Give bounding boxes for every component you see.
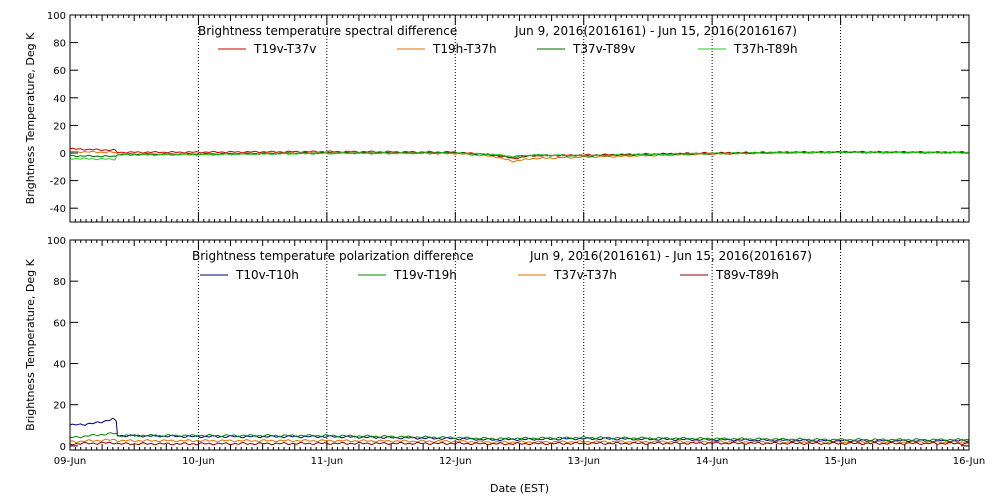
chart-date-range: Jun 9, 2016(2016161) - Jun 15, 2016(2016… [529, 249, 812, 263]
y-tick-label: 60 [53, 318, 66, 329]
legend-label: T19h-T37h [432, 42, 497, 56]
y-tick-label: -40 [50, 204, 66, 215]
x-tick-label: 13-Jun [567, 456, 600, 467]
x-tick-label: 12-Jun [439, 456, 472, 467]
chart-date-range: Jun 9, 2016(2016161) - Jun 15, 2016(2016… [514, 24, 797, 38]
plot-frame [69, 239, 970, 451]
plot-frame [69, 14, 970, 223]
y-tick-label: 40 [53, 94, 66, 105]
legend-label: T10v-T10h [235, 268, 299, 282]
legend-label: T19v-T37v [253, 42, 316, 56]
series-line-T37h-T89h [69, 151, 970, 161]
x-tick-label: 16-Jun [953, 456, 986, 467]
y-tick-label: 100 [47, 236, 66, 247]
y-tick-label: 20 [53, 121, 66, 132]
x-axis-title: Date (EST) [490, 482, 549, 495]
chart-title: Brightness temperature spectral differen… [198, 24, 457, 38]
legend-label: T37h-T89h [733, 42, 798, 56]
y-tick-label: 40 [53, 360, 66, 371]
y-axis-title: Brightness Temperature, Deg K [24, 258, 37, 430]
x-tick-label: 15-Jun [824, 456, 857, 467]
y-tick-label: 60 [53, 66, 66, 77]
panel-spectral: -40 -20 0 20 40 60 80 100 Brightness temperature… [24, 11, 970, 223]
y-tick-label: 0 [60, 442, 66, 453]
x-tick-label: 10-Jun [182, 456, 215, 467]
y-tick-label: 80 [53, 39, 66, 50]
y-tick-label: 20 [53, 401, 66, 412]
y-tick-label: 0 [60, 149, 66, 160]
series-line-T19v-T19h [69, 432, 970, 442]
series-line-T89v-T89h [69, 441, 970, 446]
legend-label: T19v-T19h [393, 268, 457, 282]
y-tick-label: -20 [50, 177, 66, 188]
y-axis-title: Brightness Temperature, Deg K [24, 32, 37, 204]
y-tick-label: 100 [47, 11, 66, 22]
chart-title: Brightness temperature polarization diff… [192, 249, 474, 263]
y-tick-label: 80 [53, 277, 66, 288]
panel-polarization: 0 20 40 60 80 100 Brightness temperature polar… [24, 236, 985, 495]
legend-label: T37v-T89v [572, 42, 635, 56]
x-tick-label: 11-Jun [311, 456, 344, 467]
series-line-T10v-T10h [69, 417, 970, 443]
x-tick-label: 09-Jun [54, 456, 87, 467]
x-tick-label: 14-Jun [696, 456, 729, 467]
legend-label: T89v-T89h [715, 268, 779, 282]
legend-label: T37v-T37h [553, 268, 617, 282]
